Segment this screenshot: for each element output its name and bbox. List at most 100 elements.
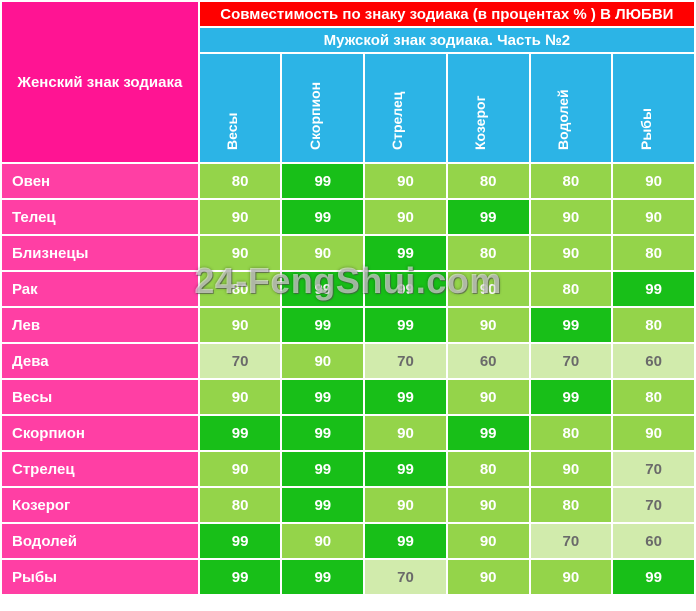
value-cell: 99 bbox=[365, 452, 446, 486]
value-cell: 80 bbox=[531, 164, 612, 198]
value-cell: 90 bbox=[448, 308, 529, 342]
value-cell: 80 bbox=[531, 416, 612, 450]
row-header: Весы bbox=[2, 380, 198, 414]
value-cell: 90 bbox=[365, 416, 446, 450]
value-cell: 90 bbox=[613, 416, 694, 450]
value-cell: 90 bbox=[448, 380, 529, 414]
row-header: Овен bbox=[2, 164, 198, 198]
row-header: Водолей bbox=[2, 524, 198, 558]
value-cell: 90 bbox=[531, 560, 612, 594]
column-header: Водолей bbox=[531, 54, 612, 162]
value-cell: 90 bbox=[200, 452, 281, 486]
value-cell: 80 bbox=[613, 236, 694, 270]
value-cell: 99 bbox=[365, 308, 446, 342]
value-cell: 99 bbox=[365, 272, 446, 306]
value-cell: 90 bbox=[365, 164, 446, 198]
value-cell: 90 bbox=[282, 236, 363, 270]
row-header: Стрелец bbox=[2, 452, 198, 486]
row-header: Лев bbox=[2, 308, 198, 342]
value-cell: 60 bbox=[613, 344, 694, 378]
value-cell: 90 bbox=[200, 380, 281, 414]
table-header: Женский знак зодиакаСовместимость по зна… bbox=[2, 2, 694, 162]
value-cell: 99 bbox=[365, 524, 446, 558]
table-row: Телец909990999090 bbox=[2, 200, 694, 234]
column-header: Весы bbox=[200, 54, 281, 162]
value-cell: 99 bbox=[200, 560, 281, 594]
value-cell: 90 bbox=[613, 164, 694, 198]
value-cell: 99 bbox=[282, 164, 363, 198]
value-cell: 99 bbox=[613, 272, 694, 306]
subtitle-header: Мужской знак зодиака. Часть №2 bbox=[200, 28, 694, 52]
table-body: Овен809990808090Телец909990999090Близнец… bbox=[2, 164, 694, 594]
value-cell: 99 bbox=[365, 236, 446, 270]
value-cell: 90 bbox=[200, 236, 281, 270]
value-cell: 70 bbox=[613, 452, 694, 486]
value-cell: 99 bbox=[282, 272, 363, 306]
value-cell: 99 bbox=[200, 416, 281, 450]
value-cell: 80 bbox=[200, 164, 281, 198]
value-cell: 90 bbox=[282, 344, 363, 378]
value-cell: 90 bbox=[531, 452, 612, 486]
value-cell: 80 bbox=[200, 272, 281, 306]
row-header: Скорпион bbox=[2, 416, 198, 450]
table-row: Близнецы909099809080 bbox=[2, 236, 694, 270]
value-cell: 99 bbox=[613, 560, 694, 594]
value-cell: 99 bbox=[448, 416, 529, 450]
value-cell: 70 bbox=[531, 524, 612, 558]
value-cell: 99 bbox=[531, 308, 612, 342]
row-header: Рыбы bbox=[2, 560, 198, 594]
value-cell: 90 bbox=[531, 236, 612, 270]
value-cell: 99 bbox=[282, 416, 363, 450]
title-header: Совместимость по знаку зодиака (в процен… bbox=[200, 2, 694, 26]
value-cell: 99 bbox=[282, 560, 363, 594]
value-cell: 99 bbox=[282, 380, 363, 414]
row-header: Козерог bbox=[2, 488, 198, 522]
value-cell: 90 bbox=[613, 200, 694, 234]
table-row: Весы909999909980 bbox=[2, 380, 694, 414]
row-header: Дева bbox=[2, 344, 198, 378]
value-cell: 70 bbox=[365, 344, 446, 378]
row-header: Телец bbox=[2, 200, 198, 234]
value-cell: 70 bbox=[613, 488, 694, 522]
value-cell: 99 bbox=[282, 200, 363, 234]
column-header: Стрелец bbox=[365, 54, 446, 162]
table-row: Рыбы999970909099 bbox=[2, 560, 694, 594]
value-cell: 80 bbox=[613, 380, 694, 414]
compatibility-table: Женский знак зодиакаСовместимость по зна… bbox=[0, 0, 696, 596]
table-row: Дева709070607060 bbox=[2, 344, 694, 378]
value-cell: 99 bbox=[531, 380, 612, 414]
row-header: Рак bbox=[2, 272, 198, 306]
value-cell: 90 bbox=[365, 200, 446, 234]
table-row: Стрелец909999809070 bbox=[2, 452, 694, 486]
value-cell: 90 bbox=[365, 488, 446, 522]
value-cell: 80 bbox=[448, 236, 529, 270]
value-cell: 70 bbox=[200, 344, 281, 378]
value-cell: 99 bbox=[365, 380, 446, 414]
value-cell: 90 bbox=[448, 560, 529, 594]
column-header: Скорпион bbox=[282, 54, 363, 162]
column-header: Рыбы bbox=[613, 54, 694, 162]
value-cell: 60 bbox=[613, 524, 694, 558]
row-header: Близнецы bbox=[2, 236, 198, 270]
value-cell: 80 bbox=[531, 272, 612, 306]
value-cell: 70 bbox=[531, 344, 612, 378]
value-cell: 80 bbox=[448, 164, 529, 198]
value-cell: 80 bbox=[531, 488, 612, 522]
table-row: Скорпион999990998090 bbox=[2, 416, 694, 450]
value-cell: 80 bbox=[200, 488, 281, 522]
value-cell: 90 bbox=[282, 524, 363, 558]
value-cell: 90 bbox=[448, 488, 529, 522]
table-row: Лев909999909980 bbox=[2, 308, 694, 342]
value-cell: 60 bbox=[448, 344, 529, 378]
value-cell: 90 bbox=[448, 524, 529, 558]
table-row: Рак809999908099 bbox=[2, 272, 694, 306]
value-cell: 70 bbox=[365, 560, 446, 594]
table-row: Козерог809990908070 bbox=[2, 488, 694, 522]
value-cell: 90 bbox=[531, 200, 612, 234]
value-cell: 99 bbox=[200, 524, 281, 558]
value-cell: 90 bbox=[448, 272, 529, 306]
table-row: Водолей999099907060 bbox=[2, 524, 694, 558]
value-cell: 99 bbox=[448, 200, 529, 234]
column-header: Козерог bbox=[448, 54, 529, 162]
value-cell: 90 bbox=[200, 308, 281, 342]
